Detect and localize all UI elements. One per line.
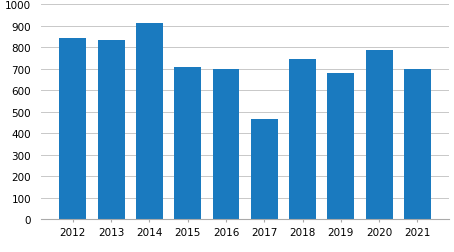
Bar [289,60,316,219]
Bar [59,39,86,219]
Bar [251,120,278,219]
Bar [327,74,354,219]
Bar [136,24,163,219]
Bar [174,68,201,219]
Bar [366,51,393,219]
Bar [98,40,124,219]
Bar [404,70,431,219]
Bar [212,69,239,219]
